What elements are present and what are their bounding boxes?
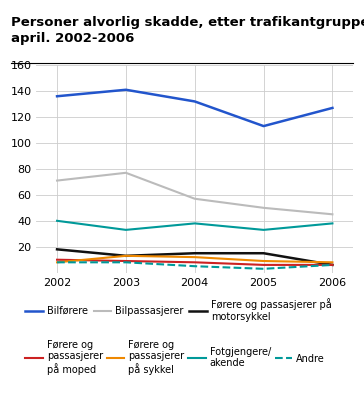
Text: Personer alvorlig skadde, etter trafikantgruppe. Januar-
april. 2002-2006: Personer alvorlig skadde, etter trafikan… [11, 16, 364, 45]
Legend: Førere og
passasjerer
på moped, Førere og
passasjerer
på sykkel, Fotgjengere/
ak: Førere og passasjerer på moped, Førere o… [25, 340, 325, 375]
